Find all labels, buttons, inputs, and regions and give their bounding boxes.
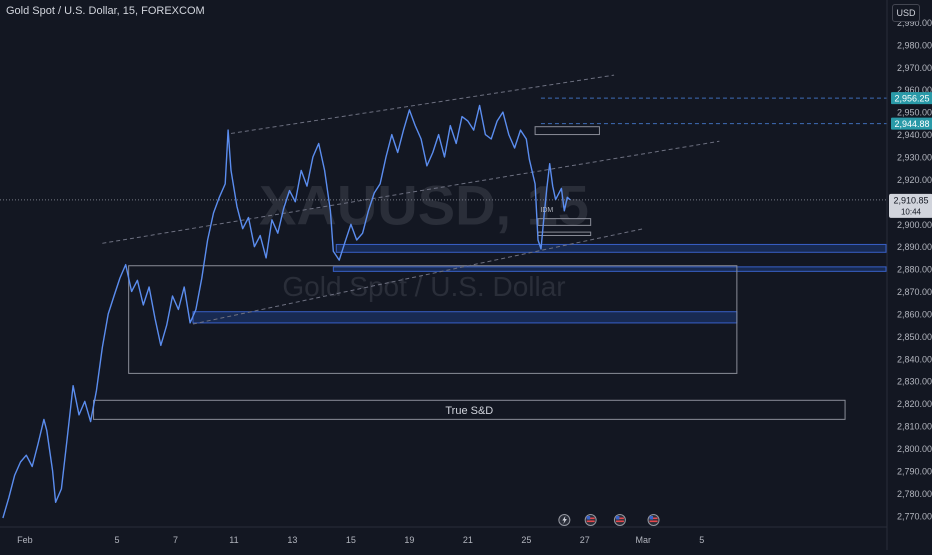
last-price-badge <box>889 193 932 218</box>
price-tick-label: 2,780.00 <box>897 489 932 499</box>
outline-box[interactable] <box>534 126 600 136</box>
time-tick-label: 21 <box>463 535 473 545</box>
price-tick-label: 2,810.00 <box>897 422 932 432</box>
time-tick-label: 13 <box>287 535 297 545</box>
currency-button[interactable]: USD <box>892 4 920 22</box>
outline-box[interactable] <box>537 218 592 226</box>
price-level-label: 2,956.25 <box>894 94 929 104</box>
price-tick-label: 2,960.00 <box>897 85 932 95</box>
time-tick-label: Feb <box>17 535 33 545</box>
outline-box[interactable] <box>93 399 846 420</box>
price-tick-label: 2,880.00 <box>897 265 932 275</box>
time-tick-label: 19 <box>404 535 414 545</box>
time-tick-label: 27 <box>580 535 590 545</box>
idm-annotation: IDM <box>540 207 553 214</box>
price-tick-label: 2,920.00 <box>897 175 932 185</box>
watermark-symbol: XAUUSD, 15 <box>259 173 589 236</box>
price-tick-label: 2,770.00 <box>897 511 932 521</box>
price-tick-label: 2,940.00 <box>897 130 932 140</box>
price-tick-label: 2,900.00 <box>897 220 932 230</box>
demand-zone[interactable] <box>335 243 887 253</box>
price-tick-label: 2,970.00 <box>897 63 932 73</box>
trend-line[interactable] <box>102 140 720 244</box>
price-tick-label: 2,830.00 <box>897 377 932 387</box>
us-flag-event-icon[interactable] <box>647 514 660 526</box>
price-tick-label: 2,950.00 <box>897 108 932 118</box>
price-axis[interactable] <box>887 0 932 550</box>
price-tick-label: 2,790.00 <box>897 466 932 476</box>
price-tick-label: 2,930.00 <box>897 152 932 162</box>
price-tick-label: 2,870.00 <box>897 287 932 297</box>
price-level-badge <box>891 117 932 130</box>
box-label: True S&D <box>445 405 493 417</box>
time-tick-label: 5 <box>699 535 704 545</box>
demand-zone[interactable] <box>192 311 738 324</box>
time-tick-label: 7 <box>173 535 178 545</box>
time-tick-label: Mar <box>636 535 652 545</box>
price-tick-label: 2,990.00 <box>897 18 932 28</box>
watermark-name: Gold Spot / U.S. Dollar <box>282 271 565 302</box>
chart-title: Gold Spot / U.S. Dollar, 15, FOREXCOM <box>6 5 205 17</box>
price-tick-label: 2,980.00 <box>897 40 932 50</box>
price-tick-label: 2,800.00 <box>897 444 932 454</box>
demand-zone[interactable] <box>332 266 887 272</box>
trend-line[interactable] <box>230 74 615 134</box>
time-tick-label: 15 <box>346 535 356 545</box>
price-tick-label: 2,840.00 <box>897 354 932 364</box>
countdown-label: 10:44 <box>901 207 922 216</box>
time-tick-label: 11 <box>229 535 238 545</box>
lightning-event-icon[interactable] <box>558 514 571 526</box>
price-tick-label: 2,890.00 <box>897 242 932 252</box>
price-level-label: 2,944.88 <box>894 119 929 129</box>
price-tick-label: 2,850.00 <box>897 332 932 342</box>
us-flag-event-icon[interactable] <box>584 514 597 526</box>
outline-box[interactable] <box>128 265 738 374</box>
time-tick-label: 5 <box>114 535 119 545</box>
time-tick-label: 25 <box>521 535 531 545</box>
price-series[interactable] <box>2 104 571 519</box>
price-level-badge <box>891 92 932 105</box>
price-tick-label: 2,820.00 <box>897 399 932 409</box>
price-tick-label: 2,860.00 <box>897 309 932 319</box>
us-flag-event-icon[interactable] <box>613 514 626 526</box>
last-price-label: 2,910.85 <box>893 195 928 205</box>
